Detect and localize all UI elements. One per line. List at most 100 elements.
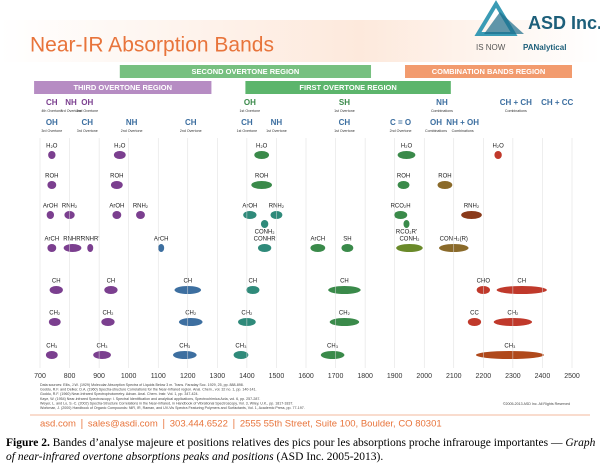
x-tick-label: 1000 (121, 373, 137, 380)
band (246, 286, 260, 294)
band (437, 181, 453, 189)
band (178, 318, 203, 326)
band-label: ROH (438, 174, 451, 180)
band (101, 318, 115, 326)
band (254, 151, 270, 159)
group-sub: 1st Overtone (240, 109, 261, 113)
band (329, 318, 360, 326)
band (257, 244, 272, 252)
x-tick-label: 2500 (564, 373, 580, 380)
caption: Figure 2. Bandes d’analyse majeure et po… (6, 436, 596, 464)
chart-title: Near-IR Absorption Bands (30, 34, 274, 57)
group-label: NH (126, 118, 138, 127)
band-label: CH (107, 279, 116, 285)
band-label: CH₃ (179, 344, 191, 350)
group-label: CH + CH (500, 98, 532, 107)
region-bar (119, 65, 372, 78)
band-label: ROH (255, 174, 268, 180)
band (63, 244, 82, 252)
group-sub: 2nd Overtone (180, 129, 202, 133)
band-label: RCO₂H (391, 204, 411, 210)
band (467, 318, 482, 326)
group-label: CH (241, 118, 253, 127)
band-label: CH (52, 279, 61, 285)
band (104, 286, 118, 294)
reference: Kaye, W. (1954) Near-infrared Spectrosco… (40, 397, 260, 401)
band-label: ArOH (242, 204, 257, 210)
band-label: CONH₂ (399, 237, 420, 243)
x-tick-label: 2300 (505, 373, 521, 380)
x-tick-label: 900 (93, 373, 105, 380)
band (136, 211, 145, 219)
x-tick-label: 2400 (535, 373, 551, 380)
group-label: CH (82, 118, 94, 127)
band-label: ArOH (43, 204, 58, 210)
group-label: CH (46, 98, 58, 107)
group-label: OH (46, 118, 58, 127)
group-sub: 1st Overtone (237, 129, 258, 133)
region-bar (405, 65, 572, 78)
band-label: RNHR' (63, 237, 81, 243)
band-label: ROH (45, 174, 58, 180)
x-tick-label: 700 (34, 373, 46, 380)
group-sub: 2nd Overtone (390, 129, 412, 133)
band (113, 151, 126, 159)
x-tick-label: 1100 (151, 373, 166, 380)
band (496, 286, 547, 294)
band-label: CH (340, 279, 349, 285)
region-label: SECOND OVERTONE REGION (192, 67, 300, 76)
band (393, 211, 408, 219)
group-sub: Combinations (431, 109, 453, 113)
band-label: H₂O (492, 144, 504, 150)
band (112, 211, 122, 219)
band-label: SH (343, 237, 351, 243)
band-label: RNH₂ (62, 204, 78, 210)
group-sub: 1st Overtone (334, 109, 355, 113)
band-label: ArOH (109, 204, 124, 210)
band-label: CH₂ (49, 311, 61, 317)
contact: 2555 55th Street, Suite 100, Boulder, CO… (240, 419, 442, 430)
group-sub: Combinations (452, 129, 474, 133)
band-label: RNH₂ (464, 204, 480, 210)
band-label: ArCH (44, 237, 59, 243)
band-label: CH (517, 279, 526, 285)
caption-label: Figure 2. (6, 437, 50, 449)
band (110, 181, 123, 189)
reference: Data sources: Ellis, J.W. (1929) Molecul… (40, 383, 244, 387)
band-label: ROH (110, 174, 123, 180)
band-label: CH₃ (235, 344, 247, 350)
caption-text: Bandes d’analyse majeure et positions re… (52, 437, 563, 449)
group-label: SH (339, 98, 350, 107)
band-label: RCO₂R' (396, 230, 417, 236)
band (47, 181, 57, 189)
band-label: CH₃ (504, 344, 516, 350)
band-label: ArCH (310, 237, 325, 243)
group-sub: Combinations (425, 129, 447, 133)
logo-brand: PANalytical (523, 43, 566, 52)
band (87, 244, 94, 252)
x-tick-label: 1200 (180, 373, 196, 380)
band (494, 151, 502, 159)
region-label: FIRST OVERTONE REGION (299, 83, 396, 92)
logo-tagline: IS NOW (476, 43, 506, 52)
band (233, 351, 249, 359)
group-label: NH (436, 98, 448, 107)
group-label: NH (271, 118, 283, 127)
band-label: CH₂ (102, 311, 114, 317)
reference: Goddu, R.F. (1960) Near-Infrared Spectro… (40, 392, 199, 396)
band-label: ROH (397, 174, 410, 180)
band-label: CONH₂ (255, 230, 276, 236)
band-label: CH₃ (97, 344, 109, 350)
x-tick-label: 1400 (239, 373, 255, 380)
group-label: CH + CC (541, 98, 573, 107)
x-tick-label: 1700 (328, 373, 344, 380)
band (158, 244, 165, 252)
band (48, 151, 56, 159)
group-label: C = O (390, 118, 411, 127)
group-sub: 3rd Overtone (41, 129, 62, 133)
region-label: COMBINATION BANDS REGION (432, 67, 546, 76)
band-label: CONHR (254, 237, 277, 243)
x-tick-label: 1900 (387, 373, 403, 380)
band-label: CH₂ (185, 311, 197, 317)
group-label: CH (185, 118, 197, 127)
